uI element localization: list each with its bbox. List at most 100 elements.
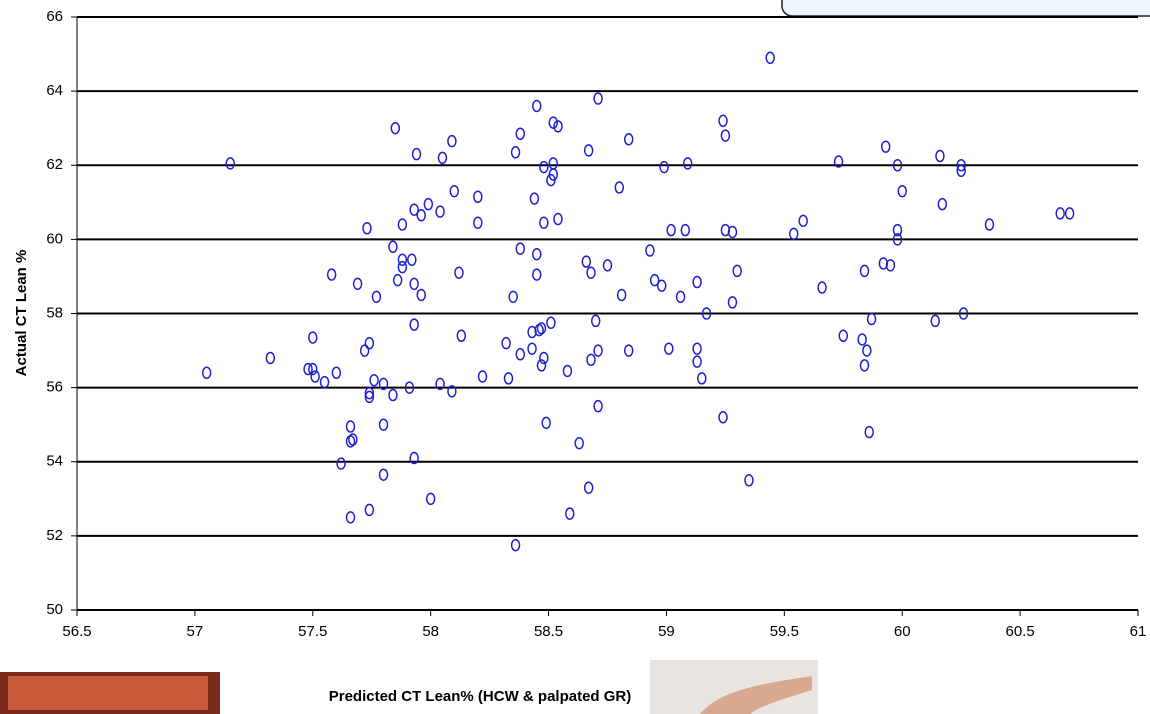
point (473, 190, 483, 204)
point (614, 181, 625, 194)
point (534, 323, 544, 337)
point (649, 273, 660, 287)
point (583, 144, 594, 157)
meat-photo-detail (8, 676, 208, 710)
point (404, 381, 415, 394)
point (548, 116, 559, 129)
point (435, 205, 445, 218)
point (416, 209, 426, 222)
point (392, 273, 403, 287)
x-tick-label: 61 (1130, 623, 1147, 640)
point (425, 492, 436, 506)
point (862, 344, 872, 357)
point (201, 366, 212, 380)
point (765, 51, 775, 65)
point (892, 223, 903, 237)
point (378, 377, 389, 391)
point (692, 342, 702, 355)
point (892, 233, 903, 246)
point (508, 290, 518, 304)
point (437, 151, 448, 165)
point (539, 216, 549, 229)
point (319, 375, 330, 389)
point (548, 157, 559, 170)
point (515, 348, 526, 361)
point (326, 268, 337, 281)
x-tick-label: 57.5 (298, 623, 327, 640)
point (1064, 207, 1075, 220)
point (397, 260, 408, 274)
point (527, 342, 537, 355)
point (659, 160, 669, 174)
point (857, 333, 867, 346)
x-tick-label: 60.5 (1006, 623, 1035, 640)
point (656, 279, 667, 292)
point (515, 242, 526, 255)
point (409, 277, 419, 291)
point (675, 290, 686, 304)
point (593, 344, 603, 357)
point (838, 329, 849, 342)
point (541, 416, 551, 430)
point (789, 227, 799, 241)
x-tick-label: 56.5 (62, 623, 91, 640)
y-tick-label: 66 (46, 8, 63, 25)
point (364, 386, 375, 400)
point (798, 214, 808, 228)
x-tick-label: 58 (422, 623, 439, 640)
point (378, 418, 389, 431)
point (885, 259, 896, 272)
point (718, 411, 728, 424)
point (833, 155, 844, 168)
y-axis-label: Actual CT Lean % (13, 250, 30, 377)
y-tick-label: 54 (46, 453, 63, 470)
point (409, 318, 419, 331)
point (718, 114, 728, 128)
point (692, 355, 702, 368)
point (369, 373, 379, 387)
point (892, 159, 903, 172)
point (435, 377, 445, 391)
point (515, 127, 526, 140)
point (586, 266, 596, 279)
point (680, 223, 691, 237)
point (532, 247, 542, 261)
point (456, 329, 467, 342)
x-tick-label: 58.5 (534, 623, 563, 640)
point (411, 147, 422, 161)
point (935, 149, 945, 163)
point (593, 92, 603, 105)
point (583, 481, 594, 494)
x-tick-label: 59.5 (770, 623, 799, 640)
point (593, 399, 603, 413)
point (364, 336, 375, 350)
point (548, 168, 559, 181)
point (362, 222, 372, 235)
point (503, 372, 514, 385)
point (225, 157, 236, 170)
point (539, 351, 549, 365)
point (454, 266, 464, 279)
point (473, 216, 483, 229)
point (817, 281, 827, 294)
point (371, 290, 382, 304)
point (623, 344, 634, 357)
point (859, 359, 870, 372)
point (616, 288, 627, 302)
point (645, 244, 655, 257)
point (682, 157, 693, 170)
point (727, 225, 738, 239)
point (586, 353, 596, 367)
point (744, 474, 754, 487)
point (623, 133, 634, 146)
y-tick-label: 64 (46, 82, 63, 99)
point (308, 362, 318, 376)
y-tick-label: 58 (46, 304, 63, 321)
point (345, 435, 356, 448)
point (553, 120, 563, 133)
point (956, 164, 966, 178)
point (378, 468, 389, 481)
y-tick-label: 60 (46, 230, 63, 247)
point (397, 253, 408, 267)
point (602, 259, 613, 272)
